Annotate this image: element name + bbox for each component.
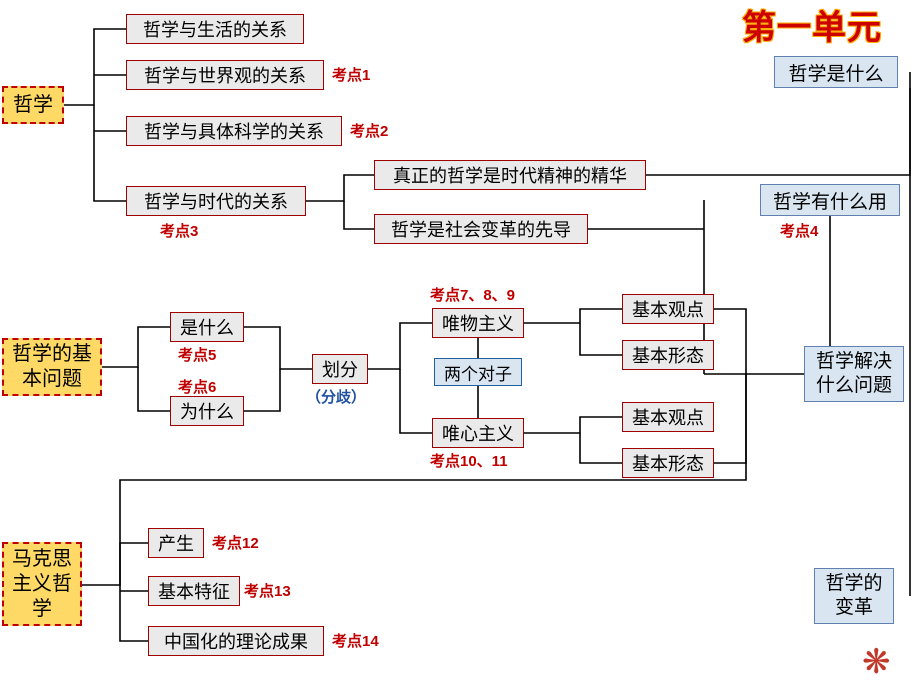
box-what-is-philosophy: 哲学是什么 (774, 56, 898, 88)
box-pioneer: 哲学是社会变革的先导 (374, 214, 588, 244)
box-materialism: 唯物主义 (432, 308, 524, 338)
label-k4: 考点4 (780, 220, 818, 241)
box-era: 哲学与时代的关系 (126, 186, 306, 216)
label-k5: 考点5 (178, 344, 216, 365)
flower-icon: ❋ (862, 642, 891, 682)
box-viewpoint2: 基本观点 (622, 402, 714, 432)
box-science: 哲学与具体科学的关系 (126, 116, 342, 146)
box-what: 是什么 (170, 312, 244, 342)
box-life: 哲学与生活的关系 (126, 14, 304, 44)
unit-title: 第一单元 (742, 0, 882, 49)
box-china: 中国化的理论成果 (148, 626, 324, 656)
box-emerge: 产生 (148, 528, 204, 558)
box-form1: 基本形态 (622, 340, 714, 370)
label-k1011: 考点10、11 (430, 450, 508, 471)
box-why: 为什么 (170, 396, 244, 426)
label-k3: 考点3 (160, 220, 198, 241)
label-k1: 考点1 (332, 64, 370, 85)
box-feature: 基本特征 (148, 576, 240, 606)
box-reform: 哲学的 变革 (814, 568, 894, 624)
box-two-pairs: 两个对子 (434, 358, 522, 386)
label-k14: 考点14 (332, 630, 379, 651)
label-fenqi: （分歧） (306, 386, 366, 407)
box-viewpoint1: 基本观点 (622, 294, 714, 324)
box-form2: 基本形态 (622, 448, 714, 478)
box-philosophy: 哲学 (2, 86, 64, 124)
box-worldview: 哲学与世界观的关系 (126, 60, 324, 90)
connector-lines (0, 0, 920, 690)
box-solve: 哲学解决 什么问题 (804, 346, 904, 402)
label-k13: 考点13 (244, 580, 291, 601)
box-essence: 真正的哲学是时代精神的精华 (374, 160, 646, 190)
box-divide: 划分 (312, 354, 368, 384)
title-text: 第一单元 (742, 10, 882, 47)
label-k2: 考点2 (350, 120, 388, 141)
box-idealism: 唯心主义 (432, 418, 524, 448)
box-basic-question: 哲学的基 本问题 (2, 338, 102, 396)
box-marxism: 马克思 主义哲 学 (2, 542, 82, 626)
label-k6: 考点6 (178, 376, 216, 397)
box-what-use: 哲学有什么用 (760, 184, 900, 216)
label-k789: 考点7、8、9 (430, 284, 515, 305)
label-k12: 考点12 (212, 532, 259, 553)
